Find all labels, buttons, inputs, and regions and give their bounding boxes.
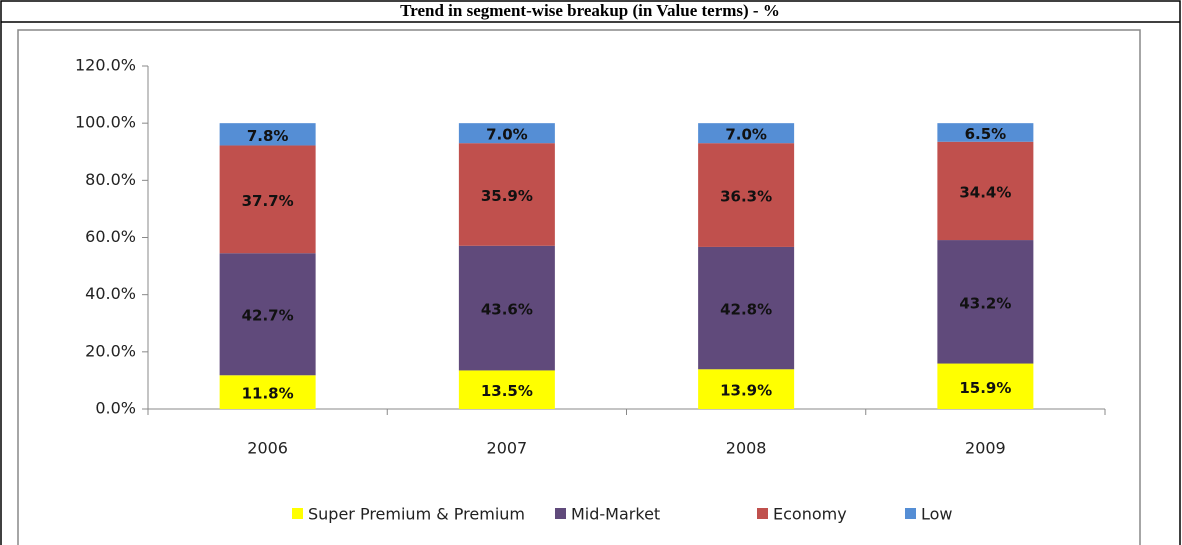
y-tick-label: 0.0% [95,399,136,418]
value-label: 15.9% [959,379,1011,397]
value-label: 13.9% [720,382,772,400]
y-tick-label: 80.0% [85,170,136,189]
legend-swatch [555,508,566,519]
value-label: 35.9% [481,187,533,205]
bar-segment [937,123,1034,142]
y-tick-label: 20.0% [85,341,136,360]
bar-segment [458,370,555,409]
chart-frame [17,29,1141,545]
bar-segment [219,123,316,146]
bar-segment [219,253,316,376]
y-tick-label: 120.0% [75,56,136,75]
value-label: 43.2% [959,294,1011,312]
y-tick-label: 40.0% [85,284,136,303]
value-label: 11.8% [242,385,294,403]
bar-segment [458,143,555,246]
x-tick-label: 2009 [965,439,1006,458]
legend-label: Super Premium & Premium [308,505,525,524]
value-label: 7.0% [725,126,767,144]
value-label: 6.5% [965,125,1007,143]
legend-label: Mid-Market [571,505,660,524]
value-label: 7.0% [486,126,528,144]
y-tick-label: 100.0% [75,113,136,132]
value-label: 34.4% [959,183,1011,201]
legend-swatch [757,508,768,519]
value-label: 37.7% [242,192,294,210]
legend-swatch [905,508,916,519]
bar-segment [937,363,1034,409]
legend-swatch [292,508,303,519]
value-label: 42.7% [242,307,294,325]
value-label: 13.5% [481,382,533,400]
bar-segment [219,145,316,254]
bar-segment [698,246,795,370]
bar-segment [698,123,795,144]
legend-label: Economy [773,505,847,524]
x-tick-label: 2008 [726,439,767,458]
legend-label: Low [921,505,953,524]
value-label: 36.3% [720,188,772,206]
bar-segment [937,240,1034,364]
bar-segment [458,123,555,144]
bar-segment [698,143,795,247]
bar-segment [698,369,795,409]
bar-segment [458,245,555,371]
value-label: 43.6% [481,301,533,319]
y-tick-label: 60.0% [85,227,136,246]
value-label: 7.8% [247,127,289,145]
bar-segment [937,141,1034,241]
chart-title: Trend in segment-wise breakup (in Value … [400,1,780,20]
bar-segment [219,375,316,409]
value-label: 42.8% [720,301,772,319]
x-tick-label: 2007 [487,439,528,458]
x-tick-label: 2006 [247,439,288,458]
